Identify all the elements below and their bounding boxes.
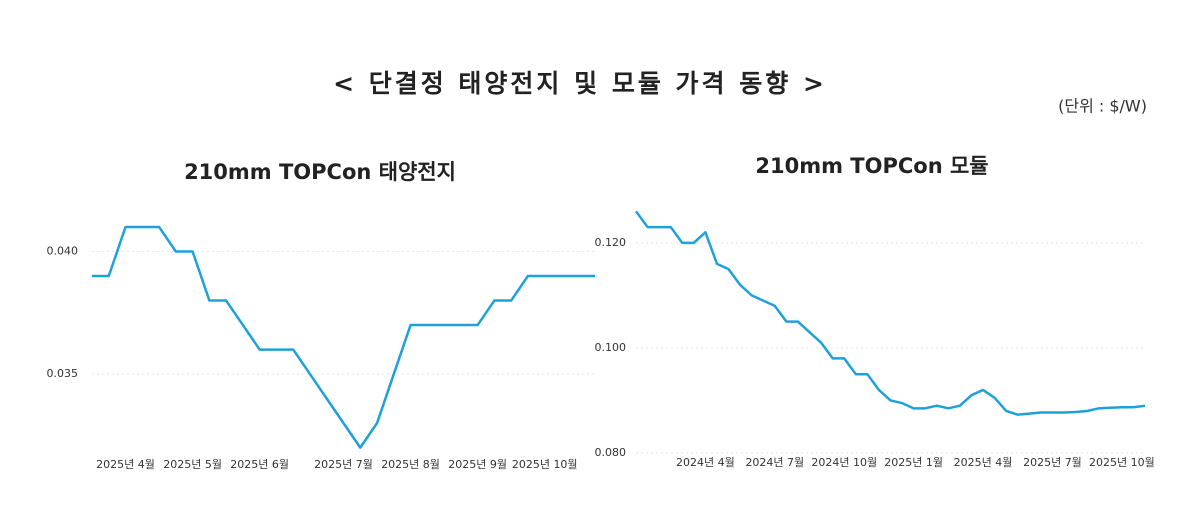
x-tick-label: 2025년 6월 (230, 458, 289, 471)
x-tick-label: 2025년 4월 (96, 458, 155, 471)
x-tick-label: 2025년 1월 (884, 456, 943, 469)
x-tick-label: 2025년 5월 (163, 458, 222, 471)
x-tick-label: 2024년 7월 (745, 456, 804, 469)
unit-label: (단위 : $/W) (1058, 97, 1147, 116)
x-tick-label: 2024년 4월 (676, 456, 735, 469)
y-tick-label: 0.080 (595, 446, 627, 459)
x-tick-label: 2025년 4월 (954, 456, 1013, 469)
x-tick-label: 2025년 10월 (1089, 456, 1155, 469)
y-tick-label: 0.120 (595, 236, 627, 249)
data-line (92, 225, 595, 449)
x-tick-label: 2024년 10월 (811, 456, 877, 469)
x-tick-label: 2025년 8월 (381, 458, 440, 471)
y-tick-label: 0.100 (595, 341, 627, 354)
y-tick-label: 0.035 (47, 367, 79, 380)
data-line (634, 210, 1146, 416)
page-title: < 단결정 태양전지 및 모듈 가격 동향 > (333, 69, 827, 98)
x-tick-label: 2025년 10월 (512, 458, 578, 471)
chart-title: 210mm TOPCon 모듈 (755, 154, 988, 178)
chart-title: 210mm TOPCon 태양전지 (184, 160, 456, 184)
y-tick-label: 0.040 (47, 244, 79, 257)
x-tick-label: 2025년 7월 (314, 458, 373, 471)
x-tick-label: 2025년 9월 (448, 458, 507, 471)
x-tick-label: 2025년 7월 (1023, 456, 1082, 469)
